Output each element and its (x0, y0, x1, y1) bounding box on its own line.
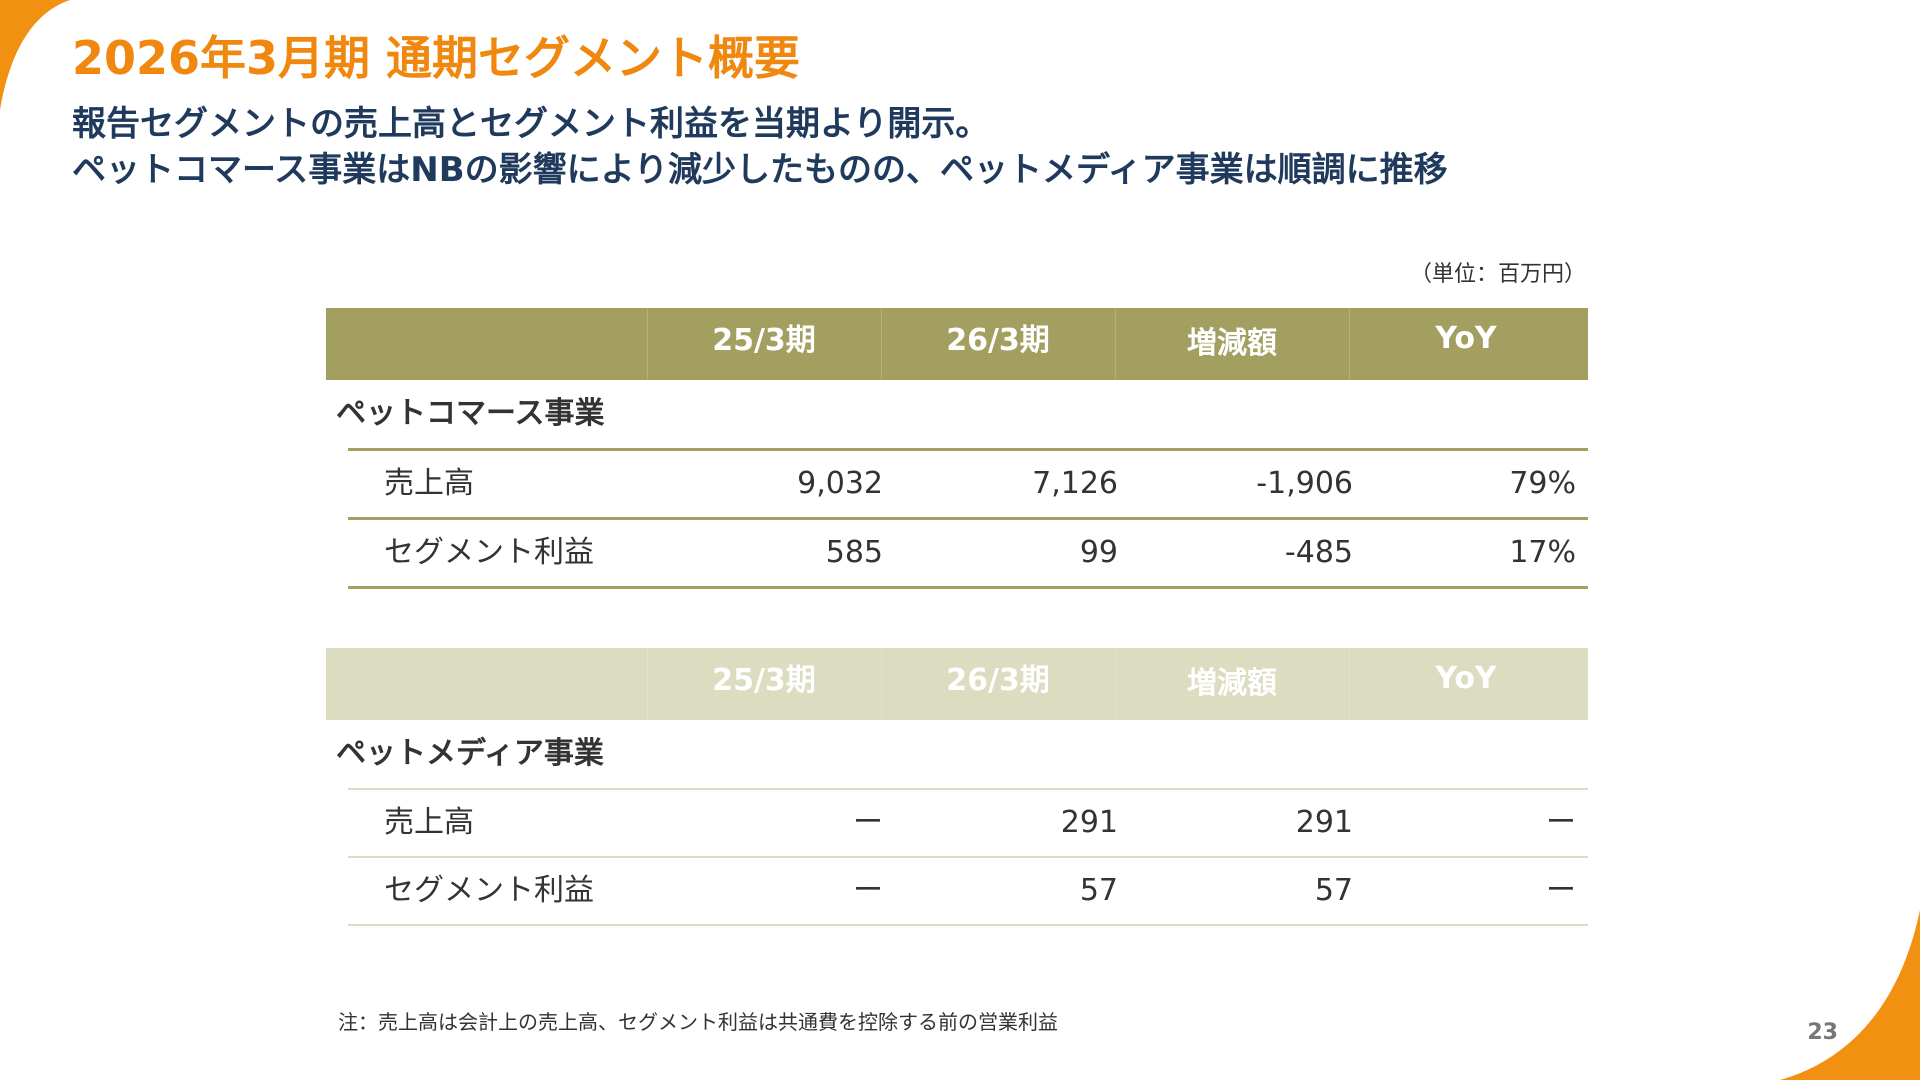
footnote: 注：売上高は会計上の売上高、セグメント利益は共通費を控除する前の営業利益 (338, 1010, 1058, 1034)
corner-decoration-top-left (0, 0, 70, 110)
header-divider (1115, 648, 1116, 720)
table-row: セグメント利益 ー 57 57 ー (348, 858, 1588, 926)
row-label: セグメント利益 (384, 535, 594, 570)
table-rows: 売上高 ー 291 291 ー セグメント利益 ー 57 57 ー (348, 788, 1588, 926)
cell-fy26: 57 (1079, 873, 1118, 908)
pet-media-table: 25/3期 26/3期 増減額 YoY ペットメディア事業 売上高 ー 291 … (326, 648, 1588, 926)
cell-change: -485 (1284, 535, 1353, 570)
pet-commerce-table: 25/3期 26/3期 増減額 YoY ペットコマース事業 売上高 9,032 … (326, 308, 1588, 589)
header-divider (1349, 308, 1350, 380)
cell-yoy: 79% (1509, 466, 1576, 501)
row-label: セグメント利益 (384, 873, 594, 908)
corner-decoration-bottom-right (1780, 910, 1920, 1080)
header-fy25: 25/3期 (712, 663, 816, 698)
header-change: 増減額 (1187, 666, 1277, 701)
header-divider (647, 308, 648, 380)
cell-fy25: 585 (825, 535, 883, 570)
header-fy26: 26/3期 (946, 663, 1050, 698)
header-change: 増減額 (1187, 326, 1277, 361)
header-fy26: 26/3期 (946, 323, 1050, 358)
cell-fy26: 7,126 (1032, 466, 1118, 501)
cell-fy25: 9,032 (797, 466, 883, 501)
cell-fy26: 291 (1060, 805, 1118, 840)
header-divider (881, 308, 882, 380)
row-label: 売上高 (384, 805, 474, 840)
header-yoy: YoY (1435, 321, 1497, 356)
cell-fy25: ー (853, 873, 883, 908)
cell-yoy: ー (1546, 805, 1576, 840)
table-row: 売上高 9,032 7,126 -1,906 79% (348, 451, 1588, 520)
segment-name: ペットメディア事業 (336, 736, 604, 771)
header-divider (1349, 648, 1350, 720)
header-divider (647, 648, 648, 720)
table-row: 売上高 ー 291 291 ー (348, 790, 1588, 858)
table-header: 25/3期 26/3期 増減額 YoY (326, 308, 1588, 380)
table-header: 25/3期 26/3期 増減額 YoY (326, 648, 1588, 720)
header-divider (881, 648, 882, 720)
cell-yoy: ー (1546, 873, 1576, 908)
cell-yoy: 17% (1509, 535, 1576, 570)
cell-change: 291 (1295, 805, 1353, 840)
header-fy25: 25/3期 (712, 323, 816, 358)
table-row: セグメント利益 585 99 -485 17% (348, 520, 1588, 589)
header-yoy: YoY (1435, 661, 1497, 696)
subtitle-line-1: 報告セグメントの売上高とセグメント利益を当期より開示。 (72, 104, 990, 144)
segment-name: ペットコマース事業 (336, 396, 605, 431)
table-rows: 売上高 9,032 7,126 -1,906 79% セグメント利益 585 9… (348, 448, 1588, 589)
page-title: 2026年3月期 通期セグメント概要 (72, 31, 801, 85)
header-divider (1115, 308, 1116, 380)
unit-label: （単位：百万円） (1409, 262, 1586, 287)
cell-fy25: ー (853, 805, 883, 840)
cell-change: -1,906 (1256, 466, 1353, 501)
row-label: 売上高 (384, 466, 474, 501)
cell-fy26: 99 (1079, 535, 1118, 570)
subtitle-line-2: ペットコマース事業はNBの影響により減少したものの、ペットメディア事業は順調に推… (72, 150, 1448, 190)
page-number: 23 (1807, 1020, 1838, 1045)
cell-change: 57 (1314, 873, 1353, 908)
